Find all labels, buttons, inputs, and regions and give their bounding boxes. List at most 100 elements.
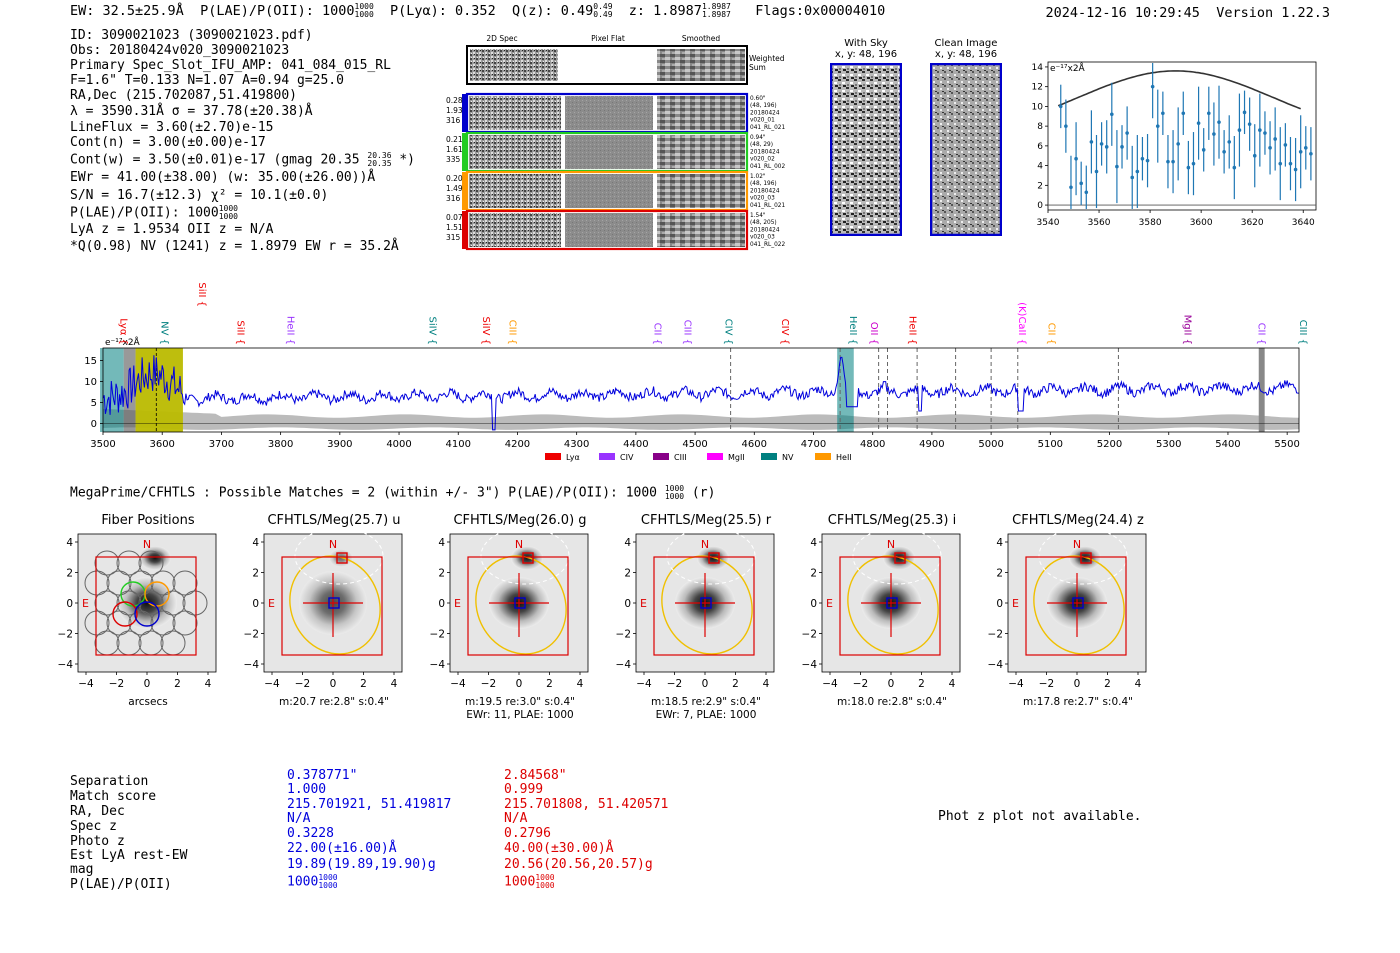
zoom-point-15 xyxy=(1135,169,1140,174)
cutout-right-2-0: 1.02" xyxy=(750,174,766,180)
cutout-right-1-4: 041_RL_002 xyxy=(750,164,785,170)
zoom-xtick-label-5: 3640 xyxy=(1292,218,1315,228)
cutout-right-3-4: 041_RL_022 xyxy=(750,242,785,248)
thumb-xtick-label-3-4: 4 xyxy=(763,678,770,690)
spec-xtick-label-11: 4600 xyxy=(742,439,767,450)
legend-label-4: NV xyxy=(782,453,794,462)
zoom-chart: 0 2 4 6 8 10 12 14 3540 3560 3580 3600 3620 3640 e⁻¹⁷x… xyxy=(1032,61,1317,228)
cutout-smooth-3 xyxy=(657,213,745,247)
thumb-title-4: CFHTLS/Meg(25.3) i xyxy=(827,513,957,528)
thumb-dashed-4 xyxy=(852,529,942,585)
thumb-red-box-3 xyxy=(708,552,720,564)
match-red-specz: N/A xyxy=(504,811,528,826)
match-blue-radec: 215.701921, 51.419817 xyxy=(287,797,452,812)
cutout-smooth-1 xyxy=(657,135,745,169)
cutout-left-0-0: 0.28 xyxy=(446,96,463,105)
info-lineflux: LineFlux = 3.60(±2.70)e-15 xyxy=(70,120,274,135)
spectrum-line xyxy=(102,355,1299,431)
thumb-ytick-label-4-3: −2 xyxy=(802,629,817,641)
fiber-3 xyxy=(84,570,110,596)
zoom-xtick-label-0: 3540 xyxy=(1037,218,1060,228)
spec-ytick-label-0: 0 xyxy=(91,419,97,430)
thumb-ytick-label-3-1: 2 xyxy=(624,568,631,580)
spec-line-label-1: NV { xyxy=(158,321,169,345)
spec-line-label-16: CII { xyxy=(1045,323,1056,345)
thumb-foot-1: m:20.7 re:2.8" s:0.4" xyxy=(279,696,389,708)
fiber-13 xyxy=(84,610,110,636)
info-obs: Obs: 20180424v020_3090021023 xyxy=(70,43,290,58)
fiber-17 xyxy=(172,610,198,636)
zoom-point-8 xyxy=(1099,142,1104,146)
zoom-point-7 xyxy=(1094,169,1099,174)
match-blue-mag: 19.89(19.89,19.90)g xyxy=(287,857,436,872)
thumb-xtick-label-1-3: 2 xyxy=(360,678,367,690)
full-spectrum-chart: 0 5 10 15 3500 3600 3700 3800 3900 4000 4100 4200 43… xyxy=(84,282,1308,462)
zoom-point-13 xyxy=(1125,131,1129,135)
cutout-right-3-1: (48, 205) xyxy=(750,220,777,226)
thumb-n-5: N xyxy=(1073,538,1081,551)
zoom-point-1 xyxy=(1064,124,1068,128)
thumb-xtick-label-5-4: 4 xyxy=(1135,678,1142,690)
thumb-blue-box-3 xyxy=(700,597,712,609)
match-red-separation: 2.84568" xyxy=(504,768,567,783)
spec-xtick-label-1: 3600 xyxy=(149,439,174,450)
thumb-aperture-1 xyxy=(289,555,381,655)
zoom-point-36 xyxy=(1242,110,1247,115)
zoom-point-47 xyxy=(1298,149,1303,154)
spec-xtick-label-19: 5400 xyxy=(1215,439,1240,450)
thumb-foot-3: m:18.5 re:2.9" s:0.4" xyxy=(651,696,761,708)
weighted-sum-label-1: Weighted xyxy=(749,54,785,63)
header-qz-sub: 0.49 xyxy=(593,10,613,19)
thumb-n-3: N xyxy=(701,538,709,551)
match-label-radec: RA, Dec xyxy=(70,804,125,819)
thumb-n-1: N xyxy=(329,538,337,551)
thumb-aperture-5 xyxy=(1033,555,1125,655)
zoom-point-6 xyxy=(1089,140,1094,144)
thumb-foot-5: m:17.8 re:2.7" s:0.4" xyxy=(1023,696,1133,708)
fiber-0 xyxy=(94,550,120,576)
thumb-blob2-2 xyxy=(511,546,543,570)
thumb-xtick-label-4-4: 4 xyxy=(949,678,956,690)
spec-xtick-label-17: 5200 xyxy=(1097,439,1122,450)
zoom-ytick-label-4: 8 xyxy=(1037,122,1043,132)
spec-xtick-label-9: 4400 xyxy=(623,439,648,450)
legend-swatch-0 xyxy=(545,453,561,460)
fiber-14 xyxy=(106,610,132,636)
zoom-ytick-label-5: 10 xyxy=(1032,102,1044,112)
thumb-blob2-5 xyxy=(1069,546,1101,570)
info-plae-sub: 1000 xyxy=(218,212,238,221)
thumb-xtick-label-4-1: −2 xyxy=(853,678,868,690)
zoom-point-43 xyxy=(1278,161,1283,166)
thumb-ytick-label-0-4: −4 xyxy=(58,659,74,671)
thumb-ytick-label-1-2: 0 xyxy=(252,598,259,610)
thumb-red-box-5 xyxy=(1080,552,1092,564)
cutout-left-2-1: 1.49 xyxy=(446,184,463,193)
spec-line-label-19: CIII { xyxy=(1297,320,1308,345)
spec-xtick-label-8: 4300 xyxy=(564,439,589,450)
thumb-ytick-label-4-0: 4 xyxy=(810,537,817,549)
cutout-right-2-2: 20180424 xyxy=(750,188,780,194)
megaprime-plae-sub: 1000 xyxy=(664,492,685,501)
cutout-left-0-2: 316 xyxy=(446,116,461,125)
header-qz-sup: 0.49 xyxy=(593,2,613,11)
thumb-image-5: N E 4 2 0 −2 −4 −4 −2 0 2 4 xyxy=(988,529,1147,690)
match-blue-specz: N/A xyxy=(287,811,311,826)
thumb-image-1: N E 4 2 0 −2 −4 −4 −2 0 2 4 xyxy=(244,529,403,690)
thumb-xtick-label-2-0: −4 xyxy=(450,678,466,690)
thumb-xtick-label-3-3: 2 xyxy=(732,678,739,690)
thumb-image-0: N E 4 2 0 −2 −4 −4 −2 0 2 4 xyxy=(58,533,217,690)
zoom-fit-curve xyxy=(1057,70,1301,110)
thumb-e-0: E xyxy=(82,597,89,610)
timestamp: 2024-12-16 10:29:45 xyxy=(1045,5,1200,21)
spec-line-label-15: (K)CaII { xyxy=(1016,302,1027,345)
thumb-ytick-label-2-2: 0 xyxy=(438,598,445,610)
fiber-12 xyxy=(182,590,208,616)
thumb-xtick-label-2-3: 2 xyxy=(546,678,553,690)
thumb-ytick-label-4-2: 0 xyxy=(810,598,817,610)
zoom-point-48 xyxy=(1303,146,1308,150)
with-sky-xy: x, y: 48, 196 xyxy=(834,49,898,60)
thumb-e-2: E xyxy=(454,597,461,610)
thumb-xtick-label-0-1: −2 xyxy=(109,678,124,690)
thumb-xtick-label-1-0: −4 xyxy=(264,678,280,690)
thumb-red-box-1 xyxy=(336,552,348,564)
